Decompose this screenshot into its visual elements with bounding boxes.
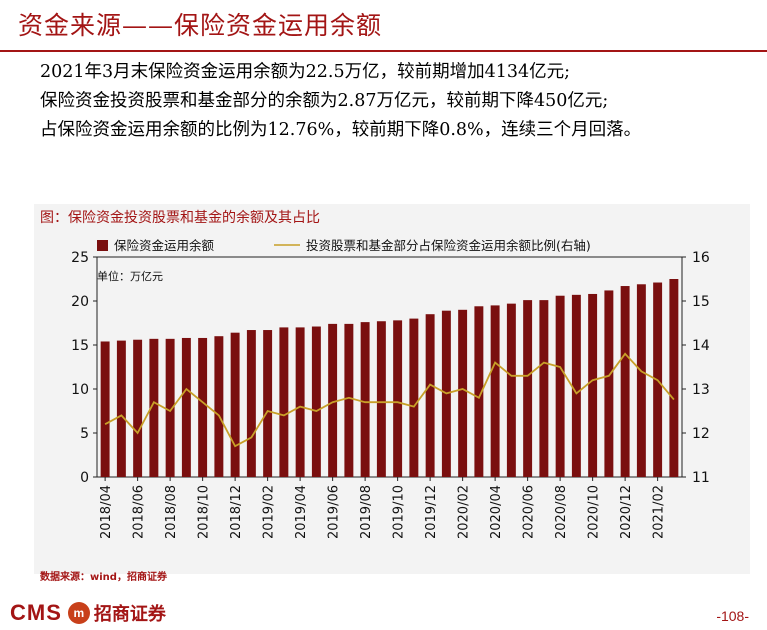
x-axis-label: 2019/04	[294, 485, 309, 539]
x-axis-label: 2018/08	[164, 485, 179, 539]
bar	[506, 303, 516, 477]
bar	[344, 323, 354, 477]
left-axis-label: 25	[71, 250, 89, 266]
bar	[604, 290, 614, 477]
x-axis-label: 2021/02	[652, 485, 667, 539]
bar	[669, 279, 679, 477]
legend-swatch-bars	[97, 240, 108, 251]
bar	[295, 327, 305, 477]
x-axis-label: 2019/06	[327, 485, 342, 539]
bar	[523, 300, 533, 477]
right-axis-label: 11	[692, 470, 710, 486]
brand-text-cn: 招商证券	[93, 604, 166, 625]
left-axis-label: 10	[71, 382, 89, 398]
bar	[636, 284, 646, 477]
summary-text: 2021年3月末保险资金运用余额为22.5万亿，较前期增加4134亿元; 保险资…	[40, 58, 641, 145]
title-divider	[0, 50, 767, 52]
x-tick-labels: 2018/04 2018/06 2018/08 2018/10 2018/12 2019/…	[99, 477, 667, 539]
x-axis-label: 2018/04	[99, 485, 114, 539]
legend-label-bars: 保险资金运用余额	[114, 238, 215, 253]
summary-line-1: 2021年3月末保险资金运用余额为22.5万亿，较前期增加4134亿元;	[40, 62, 571, 82]
x-axis-label: 2019/02	[262, 485, 277, 539]
bar	[133, 339, 143, 477]
bar	[149, 338, 159, 477]
chart: 保险资金运用余额 投资股票和基金部分占保险资金运用余额比例(右轴) 单位：万亿元…	[71, 238, 710, 539]
brand-text-en: CMS	[10, 600, 62, 625]
chart-legend: 保险资金运用余额 投资股票和基金部分占保险资金运用余额比例(右轴)	[97, 238, 591, 253]
right-axis-label: 13	[692, 382, 710, 398]
chart-axes: 0 5 10 15 20 25 11 12 13 14 15 16	[71, 250, 710, 486]
x-axis-label: 2018/06	[132, 485, 147, 539]
bar	[376, 321, 386, 477]
right-axis-label: 16	[692, 250, 710, 266]
bar	[474, 306, 484, 477]
ratio-line	[104, 352, 675, 448]
bar-series	[100, 279, 679, 477]
x-axis-label: 2020/12	[619, 485, 634, 539]
bar	[620, 286, 630, 477]
bar	[490, 305, 500, 477]
summary-line-2: 保险资金投资股票和基金部分的余额为2.87万亿元，较前期下降450亿元;	[40, 91, 609, 111]
bar	[539, 300, 549, 477]
page-number: -108-	[716, 608, 749, 624]
right-axis-label: 14	[692, 338, 710, 354]
plot-frame	[96, 256, 683, 478]
left-axis-label: 5	[80, 426, 89, 442]
x-axis-label: 2020/02	[457, 485, 472, 539]
bar	[246, 330, 256, 477]
line-series	[104, 352, 675, 448]
bar	[311, 326, 321, 477]
right-axis-label: 15	[692, 294, 710, 310]
bar	[393, 320, 403, 477]
x-axis-label: 2020/04	[489, 485, 504, 539]
bar	[100, 341, 110, 477]
summary-line-3: 占保险资金运用余额的比例为12.76%，较前期下降0.8%，连续三个月回落。	[40, 120, 642, 140]
left-axis-label: 0	[80, 470, 89, 486]
bar	[214, 336, 224, 477]
bar	[555, 295, 565, 477]
brand-mark-icon: m	[67, 602, 90, 624]
bar	[360, 322, 370, 477]
page-title: 资金来源——保险资金运用余额	[18, 11, 383, 40]
bar	[181, 337, 191, 477]
x-axis-label: 2018/12	[229, 485, 244, 539]
bar	[328, 323, 338, 477]
x-axis-label: 2018/10	[197, 485, 212, 539]
left-axis-label: 20	[71, 294, 89, 310]
unit-label: 单位：万亿元	[97, 269, 163, 283]
legend-label-line: 投资股票和基金部分占保险资金运用余额比例(右轴)	[306, 238, 591, 253]
x-axis-label: 2019/10	[392, 485, 407, 539]
bar	[571, 294, 581, 477]
x-axis-label: 2020/08	[554, 485, 569, 539]
bar	[230, 332, 240, 477]
bar	[263, 330, 273, 477]
right-axis-label: 12	[692, 426, 710, 442]
x-axis-label: 2020/10	[587, 485, 602, 539]
brand-logo: CMS m 招商证券	[10, 600, 166, 626]
bar	[588, 293, 598, 477]
bar	[458, 309, 468, 477]
bar	[409, 318, 419, 477]
x-axis-label: 2020/06	[522, 485, 537, 539]
bar	[198, 337, 208, 477]
left-axis-label: 15	[71, 338, 89, 354]
bar	[425, 314, 435, 477]
chart-caption: 图：保险资金投资股票和基金的余额及其占比	[40, 210, 320, 226]
bar	[165, 338, 175, 477]
x-axis-label: 2019/12	[424, 485, 439, 539]
x-axis-label: 2019/08	[359, 485, 374, 539]
bar	[279, 327, 289, 477]
bar	[116, 340, 126, 477]
data-source: 数据来源：wind，招商证券	[40, 572, 167, 583]
